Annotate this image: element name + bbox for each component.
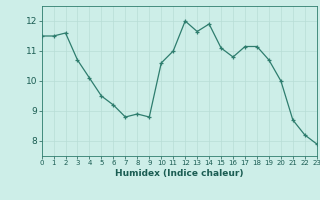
X-axis label: Humidex (Indice chaleur): Humidex (Indice chaleur) <box>115 169 244 178</box>
